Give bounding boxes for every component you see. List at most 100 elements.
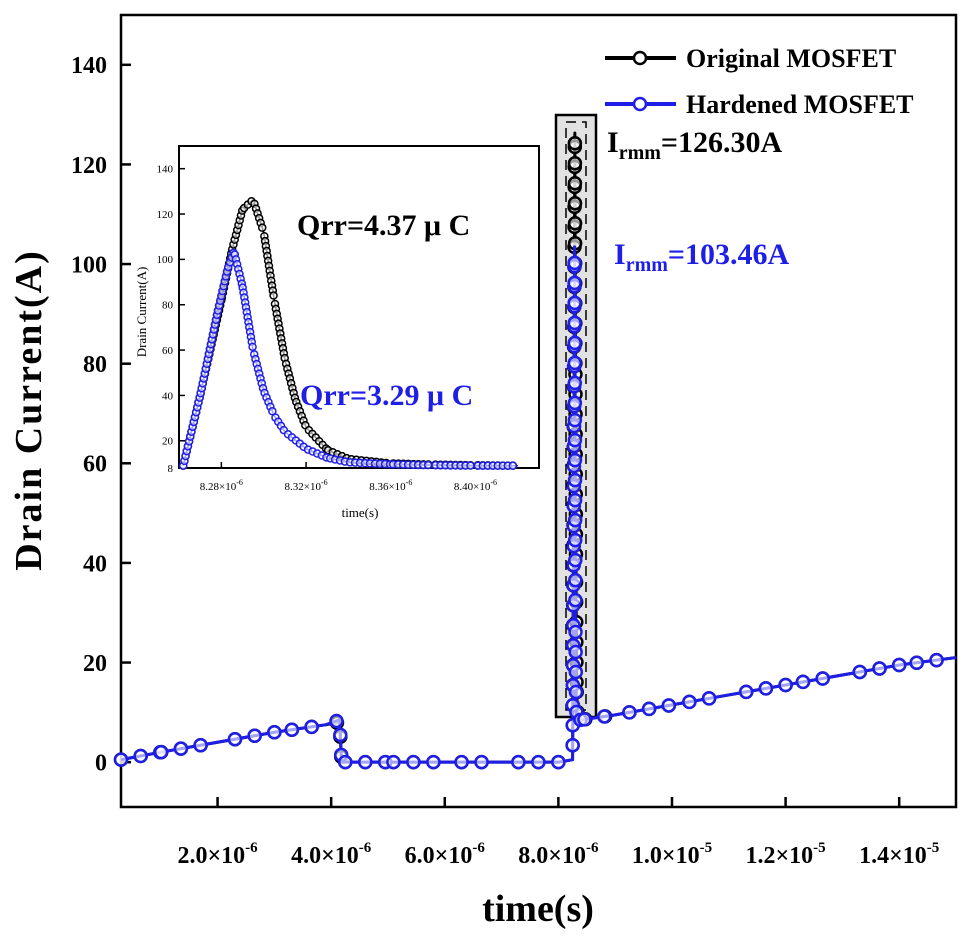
main-series-point-hardened [891,657,907,673]
main-series-point-hardened [701,691,717,706]
main-series-point-hardened [386,754,401,770]
main-series-point-hardened [565,738,580,753]
main-series-point-hardened [567,532,583,548]
main-series-point-hardened [778,677,793,693]
main-y-tick-label: 120 [71,153,107,179]
legend-entry-original: Original MOSFET [605,44,896,73]
main-series-point-hardened [531,754,546,770]
inset-x-tick-label: 8.40×10-6 [454,478,497,493]
main-x-tick-label: 1.0×10-5 [632,840,712,869]
main-x-tick-label: 1.4×10-5 [859,840,939,869]
inset-plot-frame [178,145,540,469]
main-series-point-hardened [758,681,774,696]
inset-axis-ticks: 8.28×10-6 8.32×10-6 8.36×10-6 8.40×10-6 8 20 4… [157,164,498,493]
main-series-point-hardened [567,355,583,371]
legend-entry-hardened: Hardened MOSFET [605,90,914,119]
main-y-tick-label: 0 [95,751,107,777]
main-series-point-hardened [568,592,583,608]
main-axis-ticks: 2.0×10-6 4.0×10-6 6.0×10-6 8.0×10-6 1.0×10-5… [71,53,939,869]
main-series-point-hardened [568,684,584,700]
main-series-point-hardened [474,754,489,770]
inset-series-point-original [257,223,267,232]
inset-series-point-hardened [508,461,518,470]
inset-series-point-hardened [423,460,433,470]
main-series-point-original [567,216,583,231]
main-series-point-hardened [284,722,300,737]
main-series-group [113,131,957,770]
main-series-point-hardened [577,712,592,727]
main-x-tick-label: 2.0×10-6 [177,840,258,869]
main-x-axis-title: time(s) [482,888,594,930]
main-series-point-hardened [661,698,677,713]
main-series-point-hardened [641,701,657,717]
main-series-point-hardened [247,728,262,743]
main-series-point-hardened [567,315,582,331]
inset-y-tick-label: 80 [162,300,174,312]
main-series-point-hardened [622,705,637,720]
inset-y-tick-label: 60 [162,345,174,357]
main-series-point-hardened [568,624,583,640]
main-series-point-hardened [815,671,830,686]
main-series-point-hardened [567,492,583,508]
main-series-point-hardened [329,713,344,729]
annotation-irmm-hardened: Irmm=103.46A [614,238,789,276]
main-series-point-hardened [567,375,583,391]
main-series-point-hardened [568,664,584,680]
main-series-point-original [567,156,583,171]
main-series-point-hardened [567,395,583,411]
main-x-tick-label: 6.0×10-6 [405,840,486,869]
main-y-tick-label: 80 [83,352,107,378]
main-series-point-hardened [358,754,373,770]
legend: Original MOSFET Hardened MOSFET [605,44,914,119]
main-x-tick-label: 8.0×10-6 [518,840,599,869]
inset-x-tick-label: 8.28×10-6 [200,478,243,493]
main-series-point-hardened [909,655,924,670]
main-y-tick-label: 20 [83,651,107,677]
inset-x-tick-label: 8.32×10-6 [284,478,327,493]
main-series-point-hardened [338,754,353,770]
annotation-irmm-original: Irmm=126.30A [607,126,782,164]
main-series-point-hardened [133,748,148,764]
main-y-tick-label: 140 [71,53,107,79]
inset-x-tick-label: 8.36×10-6 [369,478,412,493]
main-series-point-hardened [738,684,754,700]
inset-y-axis-title: Drain Current(A) [134,267,149,358]
inset-series-point-original [269,291,278,300]
main-x-tick-label: 1.2×10-5 [745,840,825,869]
main-series-point-hardened [567,412,583,428]
main-series-point-original [567,136,583,151]
main-series-point-hardened [567,472,583,488]
main-series-point-hardened [597,709,612,724]
main-series-point-hardened [872,661,887,676]
main-series-point-hardened [682,694,697,710]
main-series-point-hardened [113,752,129,767]
main-series-point-hardened [929,652,944,668]
main-x-tick-label: 4.0×10-6 [291,840,372,869]
inset-series-group [178,197,518,470]
main-y-tick-label: 40 [83,551,107,577]
main-series-point-hardened [567,255,582,271]
main-series-point-hardened [568,552,583,568]
main-series-point-hardened [406,754,421,770]
main-series-point-hardened [567,432,583,448]
main-series-point-hardened [568,572,583,588]
main-series-point-hardened [568,644,583,660]
legend-label-hardened: Hardened MOSFET [686,90,914,119]
legend-label-original: Original MOSFET [686,44,896,73]
main-series-point-hardened [852,664,868,680]
inset-y-tick-label: 40 [162,390,174,402]
main-series-point-hardened [567,275,582,291]
main-series-point-hardened [454,754,469,770]
inset-y-tick-label: 20 [162,436,174,448]
main-y-tick-label: 60 [83,452,107,478]
main-series-point-hardened [227,731,243,747]
main-series-point-hardened [567,295,582,311]
main-series-point-hardened [511,754,526,770]
main-series-point-hardened [426,754,441,770]
main-series-point-hardened [551,754,566,770]
main-series-point-hardened [567,452,583,468]
inset-series-point-hardened [466,461,475,470]
inset-x-axis-title: time(s) [342,505,379,520]
inset-y-tick-label: 140 [157,164,174,176]
